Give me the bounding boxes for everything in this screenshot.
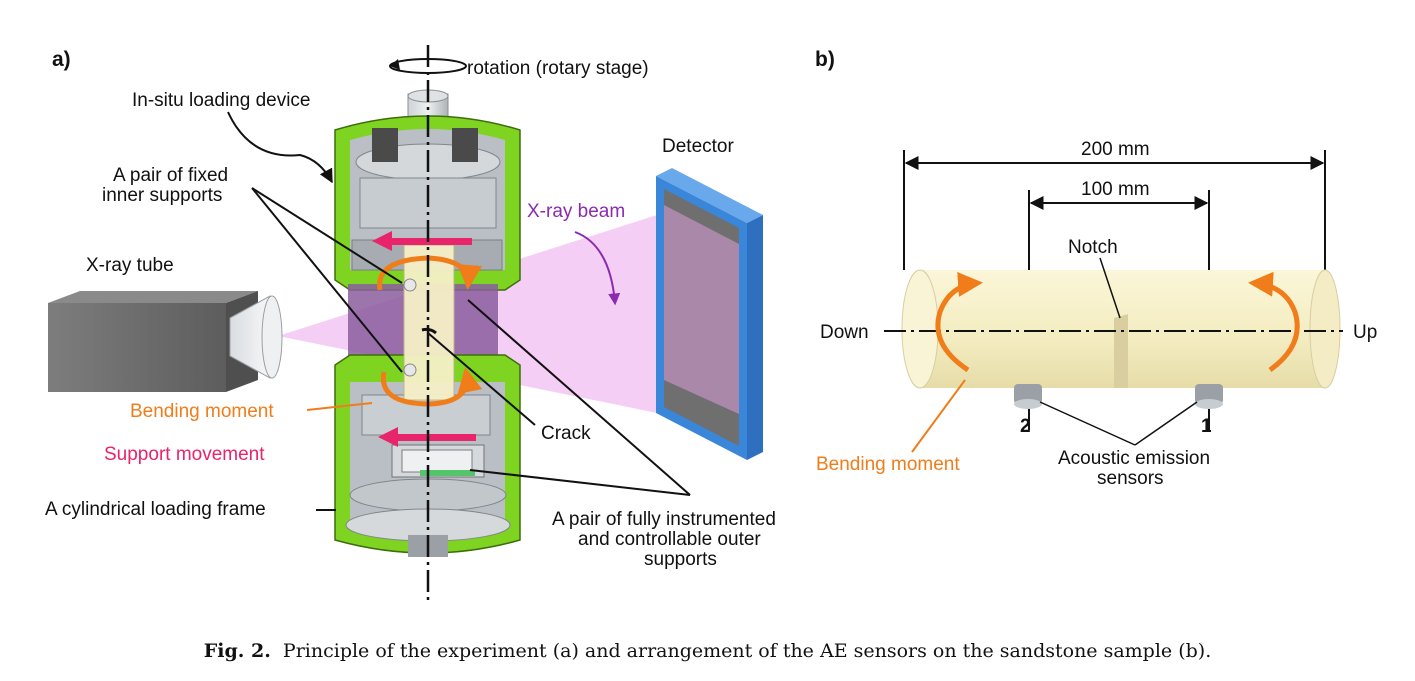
ae-sensors-label-1: Acoustic emission: [1058, 448, 1210, 469]
bending-leader-b: [911, 379, 966, 453]
leader-lines-a: [227, 111, 691, 511]
rotation-label: rotation (rotary stage): [467, 58, 649, 79]
figure-caption: Fig. 2. Principle of the experiment (a) …: [0, 640, 1415, 662]
crack-mark: [421, 327, 437, 335]
bending-moment-label-a: Bending moment: [130, 401, 274, 422]
panel-a-label: a): [52, 48, 71, 71]
ae-sensors: [1014, 384, 1223, 409]
ae-sensors-label-2: sensors: [1097, 468, 1164, 489]
loading-device-label: In-situ loading device: [132, 90, 311, 111]
up-label: Up: [1353, 322, 1377, 343]
bending-leader-a: [306, 402, 373, 411]
caption-prefix: Fig. 2.: [203, 640, 271, 662]
detector: [656, 168, 763, 460]
outer-supports-label-1: A pair of fully instrumented: [552, 509, 776, 530]
dim-200-label: 200 mm: [1081, 139, 1150, 160]
loading-frame-label: A cylindrical loading frame: [45, 499, 266, 520]
inner-supports-label-1: A pair of fixed: [113, 165, 228, 186]
notch-cut: [1114, 314, 1128, 388]
outer-supports-label-3: supports: [644, 549, 717, 570]
detector-label: Detector: [662, 136, 734, 157]
sensor-1-label: 1: [1201, 416, 1212, 437]
sensor-2-label: 2: [1020, 416, 1031, 437]
down-label: Down: [820, 322, 869, 343]
notch-label: Notch: [1068, 237, 1118, 258]
xray-tube: [48, 291, 283, 392]
xray-tube-label: X-ray tube: [86, 255, 174, 276]
outer-supports-label-2: and controllable outer: [578, 529, 761, 550]
support-movement-arrows: [372, 231, 476, 447]
panel-b-label: b): [815, 48, 835, 71]
leader-lines-b: [1039, 257, 1198, 446]
inner-supports-label-2: inner supports: [102, 185, 222, 206]
bending-moment-label-b: Bending moment: [816, 454, 960, 475]
bending-moment-arrows-b: [935, 271, 1300, 373]
beam-label-arrow: [574, 231, 621, 306]
xray-beam-label: X-ray beam: [527, 201, 625, 222]
support-movement-label: Support movement: [104, 444, 265, 465]
crack-label: Crack: [541, 423, 591, 444]
caption-text: Principle of the experiment (a) and arra…: [282, 640, 1212, 662]
dim-100-label: 100 mm: [1081, 179, 1150, 200]
